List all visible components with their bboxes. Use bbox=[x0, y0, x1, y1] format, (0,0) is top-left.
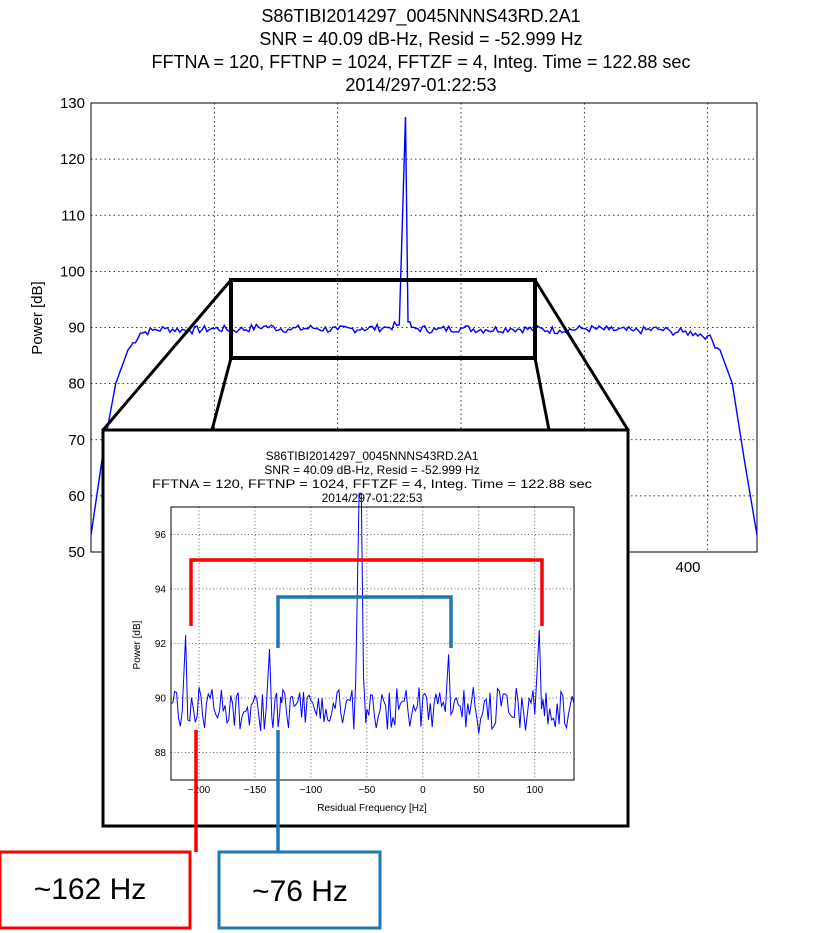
red-spacing-bracket bbox=[189, 558, 544, 626]
main-y-tick-label: 90 bbox=[68, 320, 85, 337]
blue-spacing-bracket bbox=[276, 595, 453, 648]
inset-x-tick-label: 50 bbox=[473, 785, 485, 796]
main-ylabel: Power [dB] bbox=[29, 281, 46, 354]
inset-x-tick-label: −50 bbox=[358, 785, 375, 796]
inset-y-tick-label: 90 bbox=[155, 694, 167, 705]
zoom-connector-left-outer bbox=[101, 279, 233, 431]
inset-title-line-4: 2014/297-01:22:53 bbox=[322, 491, 423, 505]
inset-y-tick-label: 96 bbox=[155, 530, 167, 541]
blue-callout-box bbox=[217, 850, 382, 930]
inset-ticks: 96 94 92 90 88 −200 −150 −100 −50 0 50 100 bbox=[155, 530, 544, 796]
main-y-tick-label: 100 bbox=[60, 263, 85, 280]
inset-x-tick-label: −200 bbox=[188, 785, 211, 796]
inset-x-tick-label: 100 bbox=[526, 785, 543, 796]
inset-panel: S86TIBI2014297_0045NNNS43RD.2A1 SNR = 40… bbox=[101, 428, 630, 828]
main-title-line-2: SNR = 40.09 dB-Hz, Resid = -52.999 Hz bbox=[259, 29, 582, 49]
main-title-line-3: FFTNA = 120, FFTNP = 1024, FFTZF = 4, In… bbox=[152, 52, 691, 72]
inset-title-line-1: S86TIBI2014297_0045NNNS43RD.2A1 bbox=[266, 449, 479, 463]
main-y-tick-label: 60 bbox=[68, 488, 85, 505]
inset-x-tick-label: 0 bbox=[420, 785, 426, 796]
inset-ylabel: Power [dB] bbox=[132, 620, 143, 669]
main-title-line-4: 2014/297-01:22:53 bbox=[345, 75, 496, 95]
main-y-tick-label: 110 bbox=[61, 207, 85, 224]
inset-xlabel: Residual Frequency [Hz] bbox=[317, 803, 427, 814]
inset-x-tick-label: −150 bbox=[244, 785, 267, 796]
main-signal-line bbox=[90, 116, 758, 536]
main-y-tick-label: 120 bbox=[60, 151, 85, 168]
zoom-connector-right-inner bbox=[533, 357, 551, 431]
inset-title-line-3: FFTNA = 120, FFTNP = 1024, FFTZF = 4, In… bbox=[152, 477, 592, 491]
red-callout-box bbox=[0, 850, 192, 930]
zoom-connector-left-inner bbox=[210, 357, 233, 431]
inset-title-line-2: SNR = 40.09 dB-Hz, Resid = -52.999 Hz bbox=[264, 463, 479, 477]
main-y-tick-label: 70 bbox=[68, 432, 85, 449]
red-callout-label: ~162 Hz bbox=[34, 873, 147, 906]
main-x-tick-400: 400 bbox=[675, 559, 700, 576]
main-y-tick-label: 50 bbox=[68, 544, 85, 561]
inset-y-tick-label: 94 bbox=[155, 584, 167, 595]
inset-y-tick-label: 92 bbox=[155, 639, 167, 650]
blue-callout-label: ~76 Hz bbox=[252, 875, 348, 908]
zoom-region-box bbox=[229, 278, 537, 360]
inset-signal-line bbox=[170, 492, 575, 734]
main-title-line-1: S86TIBI2014297_0045NNNS43RD.2A1 bbox=[261, 6, 580, 27]
main-y-tick-label: 130 bbox=[60, 95, 85, 112]
zoom-connector-right-outer bbox=[533, 279, 630, 431]
main-y-ticks: 130 120 110 100 90 80 70 60 50 bbox=[60, 95, 85, 561]
inset-x-tick-label: −100 bbox=[300, 785, 323, 796]
inset-y-tick-label: 88 bbox=[155, 748, 167, 759]
main-y-tick-label: 80 bbox=[68, 376, 85, 393]
